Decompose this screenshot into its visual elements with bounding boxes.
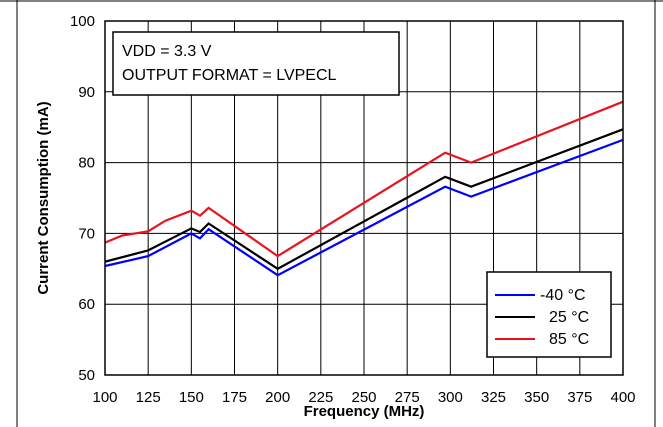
x-tick-label: 275 (395, 389, 420, 406)
plot-area-border (104, 20, 624, 376)
x-tick-label: 325 (481, 389, 506, 406)
y-tick-label: 50 (78, 367, 95, 384)
legend: -40 °C 25 °C 85 °C (486, 271, 612, 358)
legend-label-series-3: 85 °C (549, 331, 589, 348)
x-tick-label: 100 (92, 389, 117, 406)
series-line-3 (104, 100, 624, 258)
x-tick-label: 300 (438, 389, 463, 406)
series-lines (104, 100, 624, 277)
annotation-line-2: OUTPUT FORMAT = LVPECL (122, 67, 337, 84)
x-tick-label: 225 (308, 389, 333, 406)
series-line-2 (104, 128, 624, 271)
y-tick-label: 80 (78, 155, 95, 172)
annotation-box: VDD = 3.3 V OUTPUT FORMAT = LVPECL (112, 31, 400, 96)
legend-label-series-1: -40 °C (540, 287, 586, 304)
x-tick-label: 150 (179, 389, 204, 406)
x-tick-label: 125 (136, 389, 161, 406)
x-tick-label: 350 (524, 389, 549, 406)
x-tick-label: 175 (222, 389, 247, 406)
y-tick-labels: 50 60 70 80 90 100 (70, 13, 95, 384)
y-tick-label: 90 (78, 84, 95, 101)
y-tick-label: 100 (70, 13, 95, 30)
annotation-line-1: VDD = 3.3 V (122, 43, 212, 60)
y-axis-label: Current Consumption (mA) (35, 101, 52, 294)
legend-label-series-2: 25 °C (549, 309, 589, 326)
x-tick-labels: 100 125 150 175 200 225 250 275 300 325 350 375 400 (92, 389, 635, 406)
x-tick-label: 400 (610, 389, 635, 406)
x-tick-label: 250 (351, 389, 376, 406)
series-line-1 (104, 138, 624, 277)
x-axis-label: Frequency (MHz) (304, 403, 425, 420)
y-tick-label: 60 (78, 296, 95, 313)
x-tick-label: 200 (265, 389, 290, 406)
x-tick-label: 375 (567, 389, 592, 406)
y-tick-label: 70 (78, 225, 95, 242)
